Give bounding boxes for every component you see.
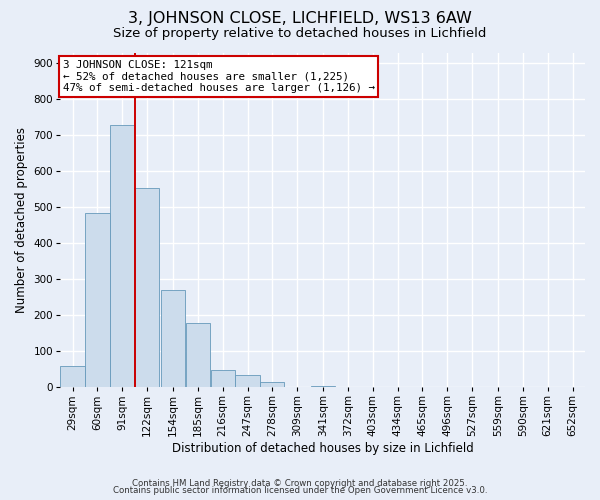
Text: 3, JOHNSON CLOSE, LICHFIELD, WS13 6AW: 3, JOHNSON CLOSE, LICHFIELD, WS13 6AW bbox=[128, 11, 472, 26]
Bar bbox=[85, 214, 110, 388]
Bar bbox=[61, 366, 85, 388]
Text: Contains HM Land Registry data © Crown copyright and database right 2025.: Contains HM Land Registry data © Crown c… bbox=[132, 478, 468, 488]
Y-axis label: Number of detached properties: Number of detached properties bbox=[15, 127, 28, 313]
Bar bbox=[235, 376, 260, 388]
Bar bbox=[260, 382, 284, 388]
Text: Contains public sector information licensed under the Open Government Licence v3: Contains public sector information licen… bbox=[113, 486, 487, 495]
Bar bbox=[185, 324, 210, 388]
Text: Size of property relative to detached houses in Lichfield: Size of property relative to detached ho… bbox=[113, 28, 487, 40]
Bar bbox=[135, 188, 159, 388]
Bar bbox=[161, 290, 185, 388]
Text: 3 JOHNSON CLOSE: 121sqm
← 52% of detached houses are smaller (1,225)
47% of semi: 3 JOHNSON CLOSE: 121sqm ← 52% of detache… bbox=[62, 60, 374, 93]
Bar bbox=[311, 386, 335, 388]
Bar bbox=[110, 124, 134, 388]
X-axis label: Distribution of detached houses by size in Lichfield: Distribution of detached houses by size … bbox=[172, 442, 473, 455]
Bar bbox=[211, 370, 235, 388]
